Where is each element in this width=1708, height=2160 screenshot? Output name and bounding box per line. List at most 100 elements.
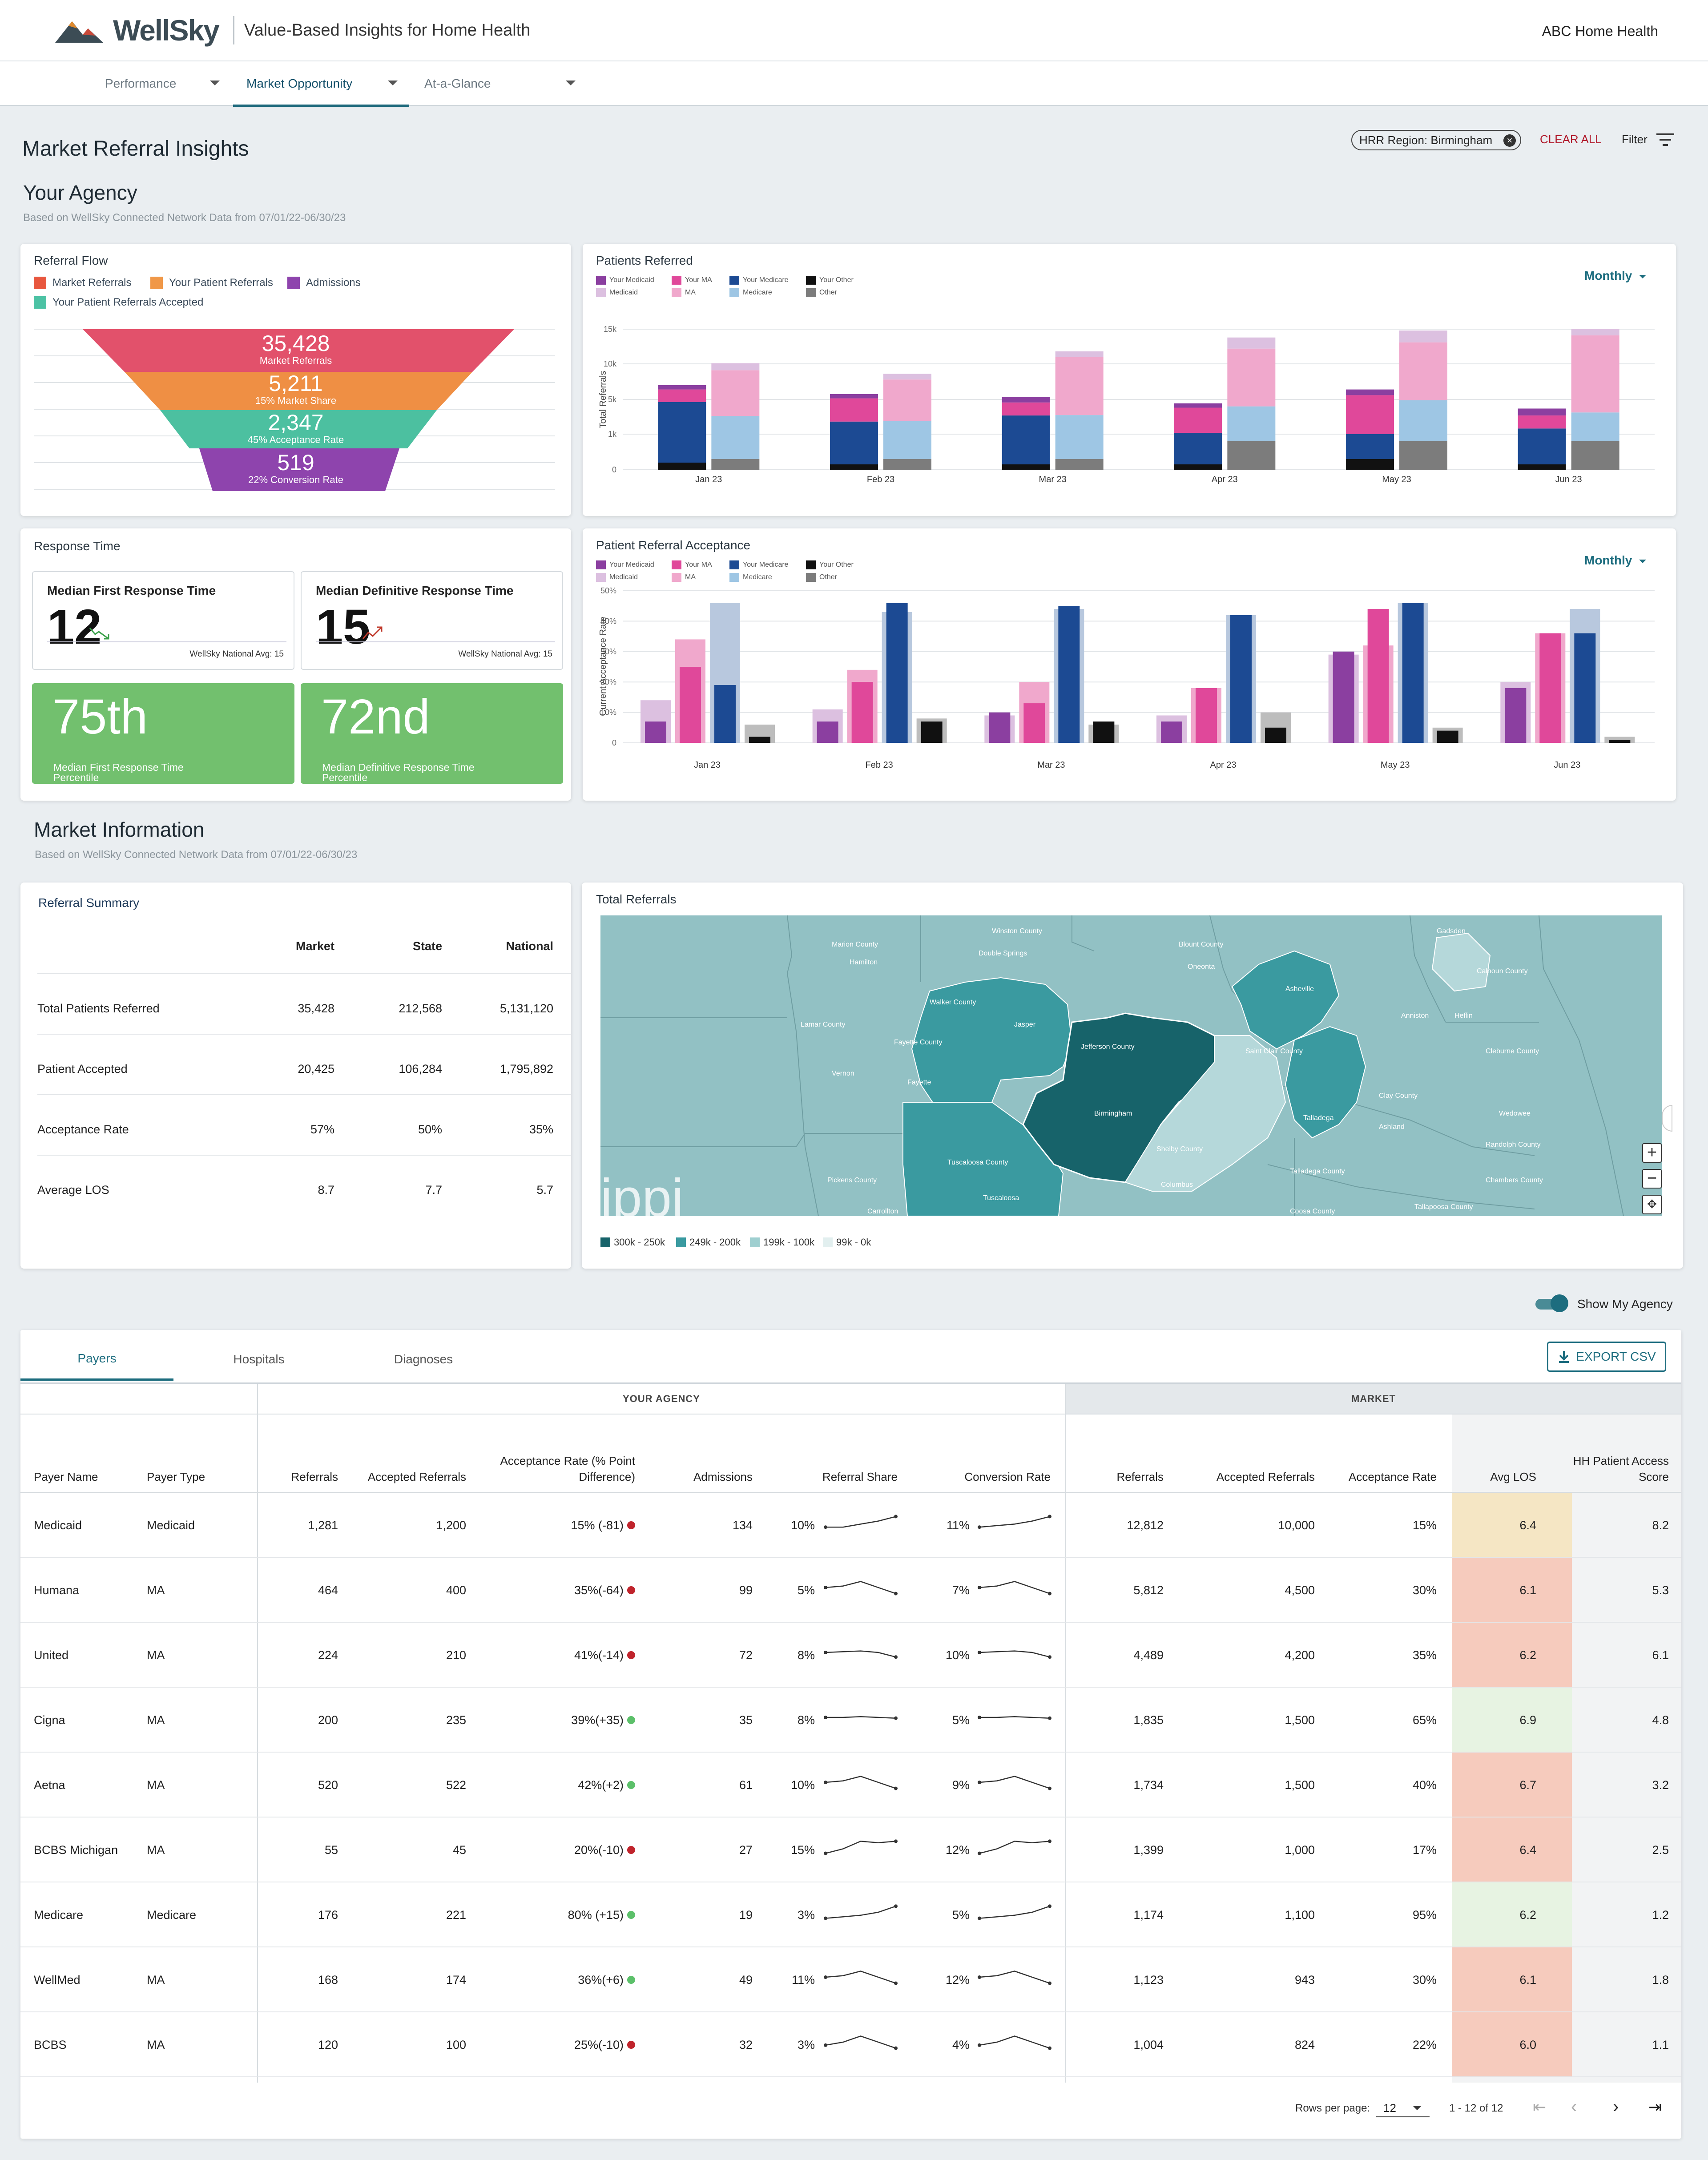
table-row[interactable] — [20, 1817, 1681, 1882]
prev-page-icon[interactable]: ‹ — [1571, 2097, 1577, 2116]
bar-segment[interactable] — [1518, 408, 1566, 416]
agency-bar[interactable] — [1023, 703, 1045, 743]
agency-bar[interactable] — [714, 685, 736, 743]
tab-diagnoses[interactable]: Diagnoses — [394, 1352, 453, 1366]
agency-bar[interactable] — [1539, 633, 1561, 743]
agency-bar[interactable] — [1437, 730, 1458, 743]
agency-bar[interactable] — [989, 712, 1011, 743]
column-header[interactable]: Payer Name — [34, 1470, 98, 1483]
monthly-dropdown[interactable]: Monthly — [1584, 269, 1647, 283]
agency-bar[interactable] — [1333, 651, 1354, 743]
column-header[interactable]: Acceptance Rate (% Point Difference) — [500, 1454, 636, 1483]
column-header[interactable]: Payer Type — [147, 1470, 205, 1483]
agency-bar[interactable] — [1574, 633, 1596, 743]
column-header[interactable]: Referrals — [1116, 1470, 1164, 1483]
monthly-dropdown[interactable]: Monthly — [1584, 553, 1647, 568]
bar-segment[interactable] — [1346, 434, 1394, 459]
st-clair-county[interactable] — [1231, 950, 1340, 1050]
agency-bar[interactable] — [921, 721, 943, 743]
bar-segment[interactable] — [1571, 441, 1619, 470]
bar-segment[interactable] — [1055, 357, 1104, 415]
agency-bar[interactable] — [1265, 727, 1286, 743]
bar-segment[interactable] — [1227, 348, 1276, 407]
bar-segment[interactable] — [1346, 395, 1394, 434]
agency-bar[interactable] — [851, 682, 873, 743]
bar-segment[interactable] — [658, 402, 706, 463]
table-row[interactable] — [20, 2012, 1681, 2077]
filter-button[interactable]: Filter — [1622, 133, 1648, 146]
rows-per-page-select[interactable]: 12 — [1376, 2098, 1430, 2117]
table-row[interactable] — [20, 1623, 1681, 1688]
filter-icon[interactable] — [1656, 133, 1674, 147]
agency-bar[interactable] — [749, 737, 770, 743]
bar-segment[interactable] — [711, 459, 760, 470]
bar-segment[interactable] — [1346, 459, 1394, 470]
map-panel-handle[interactable] — [1662, 1105, 1672, 1132]
bar-segment[interactable] — [1571, 335, 1619, 413]
bar-segment[interactable] — [1002, 464, 1050, 470]
bar-segment[interactable] — [1571, 329, 1619, 336]
close-icon[interactable]: × — [1503, 134, 1516, 147]
zoom-out-button[interactable]: − — [1642, 1169, 1662, 1189]
bar-segment[interactable] — [830, 394, 878, 399]
bar-segment[interactable] — [1227, 406, 1276, 441]
agency-bar[interactable] — [1505, 688, 1527, 743]
export-csv-button[interactable]: EXPORT CSV — [1547, 1342, 1666, 1372]
bar-segment[interactable] — [830, 464, 878, 470]
agency-bar[interactable] — [1402, 603, 1424, 743]
bar-segment[interactable] — [711, 370, 760, 416]
agency-bar[interactable] — [886, 603, 908, 743]
bar-segment[interactable] — [1055, 459, 1104, 470]
column-header[interactable]: Admissions — [693, 1470, 753, 1483]
table-row[interactable] — [20, 1493, 1681, 1558]
bar-segment[interactable] — [1399, 330, 1447, 343]
table-row[interactable] — [20, 1688, 1681, 1753]
bar-segment[interactable] — [1518, 415, 1566, 429]
bar-segment[interactable] — [658, 385, 706, 390]
agency-name[interactable]: ABC Home Health — [1542, 23, 1658, 39]
bar-segment[interactable] — [883, 459, 931, 470]
bar-segment[interactable] — [1399, 400, 1447, 441]
first-page-icon[interactable]: ⇤ — [1533, 2098, 1547, 2116]
tab-performance[interactable]: Performance — [105, 61, 225, 106]
next-page-icon[interactable]: › — [1613, 2097, 1619, 2116]
talladega-county[interactable] — [1285, 1026, 1366, 1139]
column-header[interactable]: HH Patient Access Score — [1573, 1454, 1669, 1483]
column-header[interactable]: Referral Share — [822, 1470, 898, 1483]
column-header[interactable]: Referrals — [291, 1470, 338, 1483]
table-row[interactable] — [20, 1558, 1681, 1623]
bar-segment[interactable] — [830, 398, 878, 422]
tab-market-opportunity[interactable]: Market Opportunity — [233, 61, 409, 107]
table-row[interactable] — [20, 1753, 1681, 1817]
bar-segment[interactable] — [1002, 415, 1050, 464]
bar-segment[interactable] — [1174, 403, 1222, 408]
column-header[interactable]: Acceptance Rate — [1348, 1470, 1437, 1483]
bar-segment[interactable] — [883, 421, 931, 459]
table-row[interactable] — [20, 1947, 1681, 2012]
bar-segment[interactable] — [830, 421, 878, 464]
calhoun-county[interactable] — [1431, 932, 1491, 992]
bar-segment[interactable] — [1399, 441, 1447, 470]
agency-bar[interactable] — [1161, 721, 1182, 743]
table-row[interactable] — [20, 1882, 1681, 1947]
bar-segment[interactable] — [1002, 402, 1050, 416]
agency-bar[interactable] — [680, 667, 701, 743]
bar-segment[interactable] — [1571, 412, 1619, 441]
bar-segment[interactable] — [1174, 433, 1222, 464]
agency-bar[interactable] — [1058, 606, 1080, 743]
bar-segment[interactable] — [711, 363, 760, 371]
zoom-in-button[interactable]: + — [1642, 1143, 1662, 1163]
walker-county[interactable] — [911, 977, 1073, 1112]
column-header[interactable]: Accepted Referrals — [367, 1470, 466, 1483]
bar-segment[interactable] — [883, 379, 931, 421]
agency-bar[interactable] — [1230, 615, 1252, 743]
bar-segment[interactable] — [658, 389, 706, 402]
bar-segment[interactable] — [1346, 389, 1394, 395]
county-map[interactable]: ippi Winston County Marion County Double S… — [600, 915, 1662, 1216]
bar-segment[interactable] — [711, 416, 760, 459]
bar-segment[interactable] — [1518, 428, 1566, 464]
agency-bar[interactable] — [1609, 740, 1631, 743]
bar-segment[interactable] — [1227, 441, 1276, 470]
wellsky-logo[interactable]: WellSky Value-Based Insights for Home He… — [55, 13, 530, 47]
agency-bar[interactable] — [645, 721, 666, 743]
